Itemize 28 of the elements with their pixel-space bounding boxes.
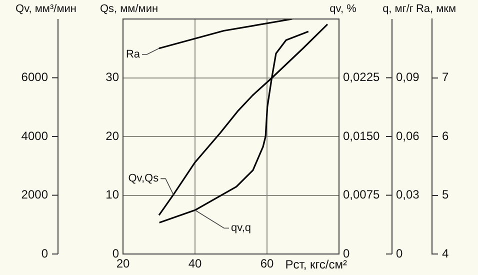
y2-tick-label: 0,0150 — [343, 128, 380, 143]
series-label: Ra — [126, 48, 141, 60]
text: 0,03 — [396, 188, 420, 202]
text: 0,09 — [396, 70, 420, 84]
text: 0 — [396, 246, 403, 260]
text: 0,06 — [396, 128, 420, 143]
y-tick-label: 10 — [106, 188, 120, 202]
y2-axis-title: qv, % — [330, 3, 357, 16]
y-tick-label: 20 — [106, 128, 120, 143]
x-tick-label: 40 — [188, 256, 202, 271]
y3-tick-label: 4 — [442, 246, 449, 260]
text: 4000 — [21, 128, 48, 143]
y3-tick-label: 6 — [442, 128, 449, 143]
series-label: Qv,Qs — [128, 172, 160, 185]
y3-tick-label: 7 — [442, 70, 449, 84]
y2-tick-label: 0,0075 — [343, 188, 380, 202]
text: Qv, мм³/мин — [16, 3, 76, 16]
text: q, мг/г — [382, 3, 414, 16]
text: 0 — [41, 246, 48, 260]
y-axis-title: Qs, мм/мин — [100, 3, 158, 16]
y2-tick-label: 0,0225 — [343, 70, 380, 84]
text: 2000 — [21, 188, 48, 202]
x-tick-label: 60 — [260, 256, 274, 271]
text: qv,q — [231, 222, 251, 234]
text: 6000 — [21, 70, 48, 84]
y3-tick-label: 5 — [442, 188, 449, 202]
y-tick-label: 30 — [106, 70, 120, 84]
y3-axis-title: Ra, мкм — [416, 3, 456, 16]
